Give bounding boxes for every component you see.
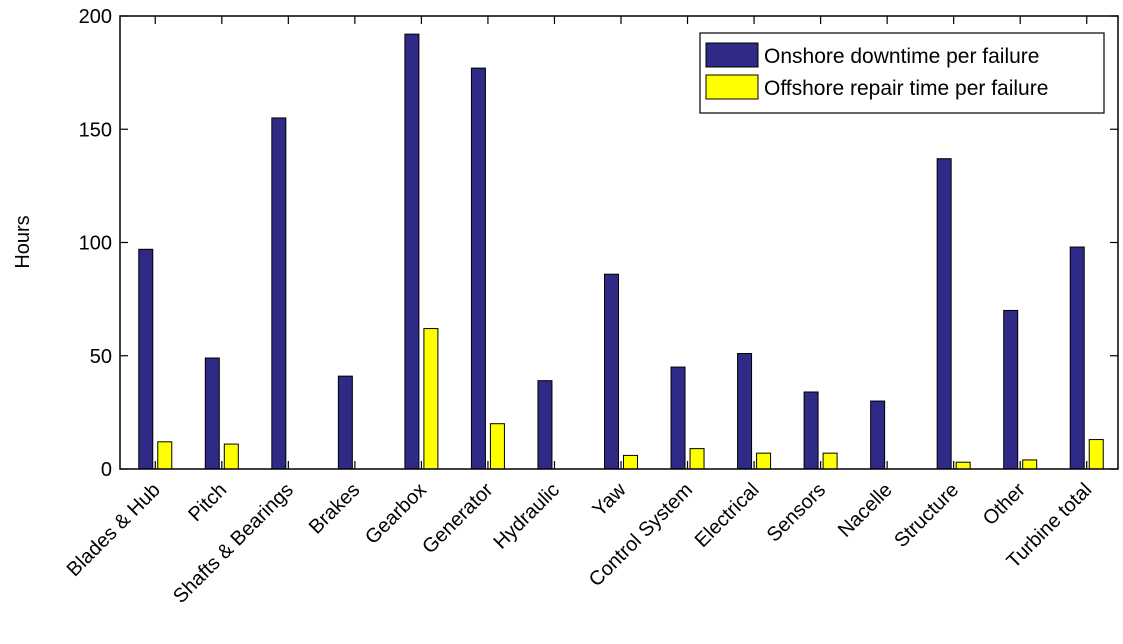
x-tick-label: Hydraulic <box>490 479 565 554</box>
y-tick-label: 100 <box>79 233 112 255</box>
bar-onshore-3 <box>337 375 353 470</box>
x-tick-label: Electrical <box>691 479 764 552</box>
legend-label-offshore: Offshore repair time per failure <box>764 77 1048 100</box>
legend-swatch-onshore <box>705 42 759 68</box>
bar-onshore-9 <box>737 352 753 470</box>
bar-onshore-0 <box>138 248 154 470</box>
x-tick-label: Other <box>979 479 1030 530</box>
bar-onshore-8 <box>670 366 686 470</box>
x-tick-label: Yaw <box>589 479 631 521</box>
bar-onshore-4 <box>404 33 420 470</box>
x-tick-label: Structure <box>890 479 963 552</box>
bar-offshore-10 <box>822 452 838 470</box>
bar-onshore-10 <box>803 391 819 470</box>
bar-onshore-13 <box>1003 309 1019 470</box>
bar-onshore-2 <box>271 117 287 470</box>
legend-swatch-offshore <box>705 74 759 100</box>
bar-onshore-1 <box>204 357 220 470</box>
y-tick-label: 0 <box>101 459 112 481</box>
legend-label-onshore: Onshore downtime per failure <box>764 45 1039 68</box>
y-axis: 0 50 100 150 200 <box>79 6 1118 481</box>
bar-offshore-0 <box>157 441 173 470</box>
bar-offshore-7 <box>623 454 638 470</box>
x-tick-label: Nacelle <box>834 479 897 542</box>
legend: Onshore downtime per failure Offshore rep… <box>699 32 1105 114</box>
x-tick-label: Sensors <box>763 479 830 546</box>
bar-onshore-14 <box>1069 246 1085 470</box>
bar-offshore-1 <box>223 443 239 470</box>
x-tick-label: Gearbox <box>361 479 431 549</box>
y-tick-label: 50 <box>90 346 112 368</box>
bar-offshore-14 <box>1088 439 1104 470</box>
x-tick-label: Pitch <box>184 479 231 526</box>
legend-box <box>699 32 1105 114</box>
bars-layer <box>138 33 1104 470</box>
bar-onshore-6 <box>537 380 553 470</box>
x-tick-label: Shafts & Bearings <box>169 479 298 608</box>
bar-onshore-5 <box>470 67 486 470</box>
x-tick-label: Blades & Hub <box>63 479 165 581</box>
bar-onshore-12 <box>936 158 952 470</box>
bar-offshore-12 <box>955 461 971 470</box>
x-tick-label: Brakes <box>305 479 365 539</box>
bar-offshore-4 <box>423 328 439 470</box>
bar-offshore-13 <box>1022 459 1038 470</box>
y-tick-label: 200 <box>79 6 112 28</box>
bar-onshore-11 <box>870 400 886 470</box>
bar-offshore-5 <box>489 423 505 470</box>
y-axis-label: Hours <box>12 215 34 268</box>
y-tick-label: 150 <box>79 119 112 141</box>
x-tick-label: Generator <box>418 479 497 558</box>
bar-onshore-7 <box>604 273 619 470</box>
bar-offshore-8 <box>689 448 705 470</box>
bar-offshore-9 <box>756 452 772 470</box>
